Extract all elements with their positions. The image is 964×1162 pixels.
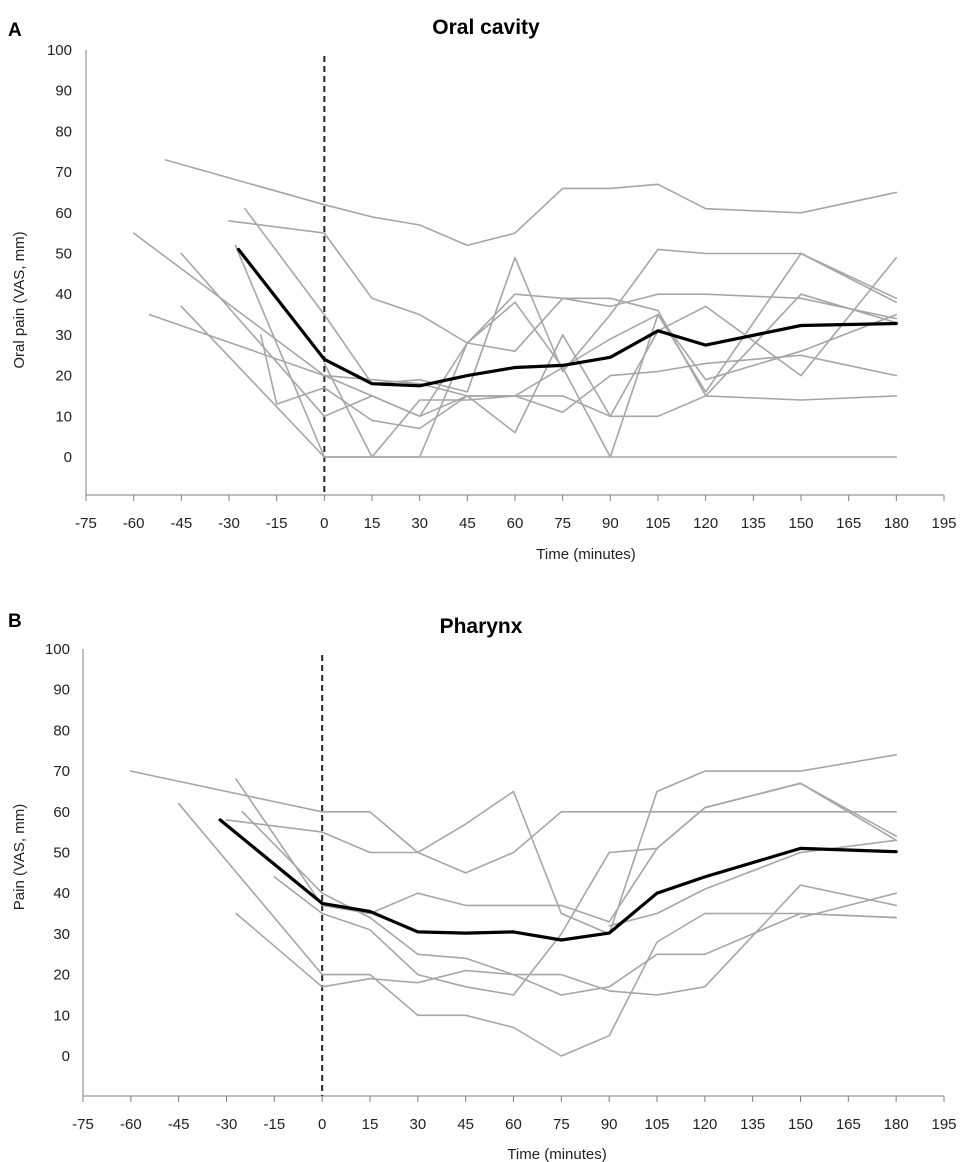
x-tick-label: -75 [75, 515, 97, 532]
x-tick-label: 45 [459, 515, 476, 532]
x-tick-label: 90 [601, 1116, 618, 1133]
mean-series-line [236, 247, 898, 388]
panel-letter: A [8, 20, 22, 41]
x-tick-label: 150 [788, 1116, 813, 1133]
y-tick-label: 70 [55, 164, 72, 181]
y-tick-label: 90 [53, 682, 70, 699]
individual-series-line [132, 232, 898, 418]
x-tick-label: -45 [168, 1116, 190, 1133]
x-axis-label: Time (minutes) [507, 1146, 606, 1162]
y-tick-label: 100 [47, 42, 72, 59]
x-tick-label: 75 [553, 1116, 570, 1133]
y-axis-label: Oral pain (VAS, mm) [11, 231, 28, 368]
x-tick-label: 105 [644, 1116, 669, 1133]
chart-title: Oral cavity [432, 16, 540, 39]
series-group [130, 655, 898, 1096]
series-group [132, 56, 898, 495]
y-tick-label: 30 [53, 926, 70, 943]
x-tick-label: 195 [931, 1116, 956, 1133]
y-tick-label: 10 [55, 408, 72, 425]
panel-b: B Pharynx Pain (VAS, mm) Time (minutes) … [8, 611, 957, 1162]
x-tick-label: 195 [931, 515, 956, 532]
individual-series-line [180, 252, 898, 418]
y-tick-label: 20 [55, 368, 72, 385]
x-tick-label: 90 [602, 515, 619, 532]
y-tick-label: 20 [53, 967, 70, 984]
mean-series-line [218, 818, 898, 942]
individual-series-line [234, 244, 898, 458]
x-tick-label: -60 [123, 515, 145, 532]
y-tick-label: 100 [45, 641, 70, 658]
x-tick-label: 30 [411, 515, 428, 532]
x-tick-label: 135 [740, 1116, 765, 1133]
y-tick-label: 10 [53, 1007, 70, 1024]
x-tick-label: 15 [362, 1116, 379, 1133]
x-tick-label: -60 [120, 1116, 142, 1133]
x-tick-label: 150 [788, 515, 813, 532]
x-tick-label: 0 [320, 515, 328, 532]
x-tick-label: 0 [318, 1116, 326, 1133]
y-tick-label: 40 [55, 286, 72, 303]
individual-series-line [259, 256, 898, 434]
individual-series-line [273, 782, 898, 996]
y-axis-label: Pain (VAS, mm) [11, 804, 28, 910]
x-tick-label: 180 [884, 515, 909, 532]
x-tick-label: 120 [693, 515, 718, 532]
chart-title: Pharynx [440, 615, 523, 638]
y-tick-label: 80 [55, 123, 72, 140]
x-tick-label: 45 [457, 1116, 474, 1133]
x-tick-label: 135 [741, 515, 766, 532]
y-tick-label: 70 [53, 763, 70, 780]
x-tick-label: 15 [364, 515, 381, 532]
y-tick-label: 60 [55, 205, 72, 222]
panel-a: A Oral cavity Oral pain (VAS, mm) Time (… [8, 16, 957, 563]
x-tick-label: -75 [72, 1116, 94, 1133]
x-tick-label: -30 [216, 1116, 238, 1133]
x-tick-label: 30 [409, 1116, 426, 1133]
y-tick-label: 30 [55, 327, 72, 344]
x-tick-label: 60 [505, 1116, 522, 1133]
individual-series-line [323, 301, 898, 458]
x-tick-label: 75 [554, 515, 571, 532]
x-tick-label: 180 [884, 1116, 909, 1133]
x-tick-label: -15 [266, 515, 288, 532]
individual-series-line [225, 810, 898, 874]
x-tick-label: -45 [170, 515, 192, 532]
y-tick-label: 90 [55, 83, 72, 100]
individual-series-line [799, 892, 898, 919]
individual-series-line [228, 220, 898, 401]
y-tick-label: 50 [53, 845, 70, 862]
individual-series-line [130, 753, 898, 935]
x-tick-label: 165 [836, 515, 861, 532]
y-tick-label: 50 [55, 246, 72, 263]
individual-series-line [241, 810, 898, 996]
individual-series-line [177, 802, 898, 1057]
y-tick-label: 0 [64, 449, 72, 466]
individual-series-line [244, 207, 898, 393]
individual-series-line [235, 884, 898, 996]
y-tick-label: 40 [53, 885, 70, 902]
x-axis-label: Time (minutes) [536, 546, 635, 563]
x-tick-label: -30 [218, 515, 240, 532]
y-tick-label: 60 [53, 804, 70, 821]
x-tick-label: -15 [263, 1116, 285, 1133]
individual-series-line [164, 159, 898, 247]
y-tick-label: 0 [62, 1048, 70, 1065]
x-tick-label: 165 [836, 1116, 861, 1133]
panel-letter: B [8, 611, 22, 632]
y-tick-label: 80 [53, 722, 70, 739]
x-tick-label: 105 [645, 515, 670, 532]
tick-group: 0 10 20 30 40 50 60 70 80 90 100 -75 -60 -45 -30 -15 0 15… [47, 42, 957, 532]
x-tick-label: 120 [692, 1116, 717, 1133]
tick-group: 0 10 20 30 40 50 60 70 80 90 100 -75 -60 -45 -30 -15 0 15… [45, 641, 957, 1133]
x-tick-label: 60 [507, 515, 524, 532]
